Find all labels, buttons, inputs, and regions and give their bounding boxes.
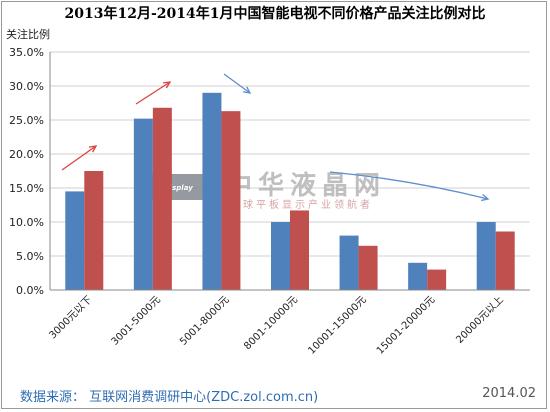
- watermark-logo-text: FPDisplay: [154, 184, 193, 192]
- footer: 数据来源： 互联网消费调研中心(ZDC.zol.com.cn) 2014.02: [0, 372, 550, 408]
- bar: [290, 210, 309, 290]
- watermark: FPDisplay 中华液晶网 全球平板显示产业领航者: [148, 170, 386, 211]
- bar: [65, 191, 85, 290]
- data-source: 数据来源： 互联网消费调研中心(ZDC.zol.com.cn): [20, 390, 319, 405]
- axes: [49, 52, 530, 291]
- bar: [221, 111, 241, 290]
- bar: [271, 222, 290, 290]
- y-tick-label: 35.0%: [9, 46, 44, 59]
- bar: [358, 245, 378, 290]
- x-category-label: 10001-15000元: [306, 294, 368, 356]
- watermark-main-text: 中华液晶网: [226, 170, 386, 201]
- bar-chart: FPDisplay 中华液晶网 全球平板显示产业领航者 0.0% 5.0% 10.0…: [9, 46, 530, 357]
- trend-arrow: [135, 81, 171, 105]
- x-category-label: 20000元以上: [454, 294, 506, 346]
- trend-arrow-head: [242, 86, 252, 94]
- trend-arrows: [61, 73, 490, 202]
- trend-arrow-head: [88, 145, 98, 153]
- y-tick-label: 25.0%: [9, 114, 44, 127]
- bar: [133, 118, 153, 290]
- x-category-label: 5001-8000元: [178, 294, 231, 347]
- trend-arrow: [223, 73, 251, 94]
- x-category-label: 3000元以下: [47, 294, 94, 341]
- x-category-labels: 3000元以下 3001-5000元 5001-8000元 8001-10000元 10…: [47, 294, 505, 357]
- y-tick-label: 0.0%: [16, 284, 44, 297]
- trend-arrow-head: [162, 81, 172, 89]
- x-category-label: 3001-5000元: [110, 294, 163, 347]
- x-category-label: 15001-20000元: [375, 294, 437, 356]
- bar: [202, 92, 222, 290]
- bar: [339, 235, 359, 290]
- bar: [495, 231, 515, 290]
- y-tick-labels: 0.0% 5.0% 10.0% 15.0% 20.0% 25.0% 30.0% 35.0%: [9, 46, 44, 297]
- y-tick-label: 5.0%: [16, 250, 44, 263]
- trend-arrow: [329, 171, 489, 200]
- bar: [152, 107, 172, 290]
- y-axis-label: 关注比例: [6, 28, 50, 41]
- y-tick-label: 30.0%: [9, 80, 44, 93]
- y-tick-label: 10.0%: [9, 216, 44, 229]
- chart-title: 2013年12月-2014年1月中国智能电视不同价格产品关注比例对比: [64, 6, 486, 22]
- bar: [476, 222, 496, 290]
- y-tick-label: 20.0%: [9, 148, 44, 161]
- bar: [427, 269, 447, 290]
- bars: [65, 92, 515, 290]
- bar: [408, 262, 428, 290]
- report-date: 2014.02: [482, 386, 536, 401]
- x-category-label: 8001-10000元: [242, 294, 300, 352]
- y-tick-label: 15.0%: [9, 182, 44, 195]
- trend-arrow: [61, 145, 97, 171]
- trend-arrow-head: [481, 194, 490, 202]
- watermark-sub-text: 全球平板显示产业领航者: [230, 198, 373, 211]
- bar: [84, 171, 104, 290]
